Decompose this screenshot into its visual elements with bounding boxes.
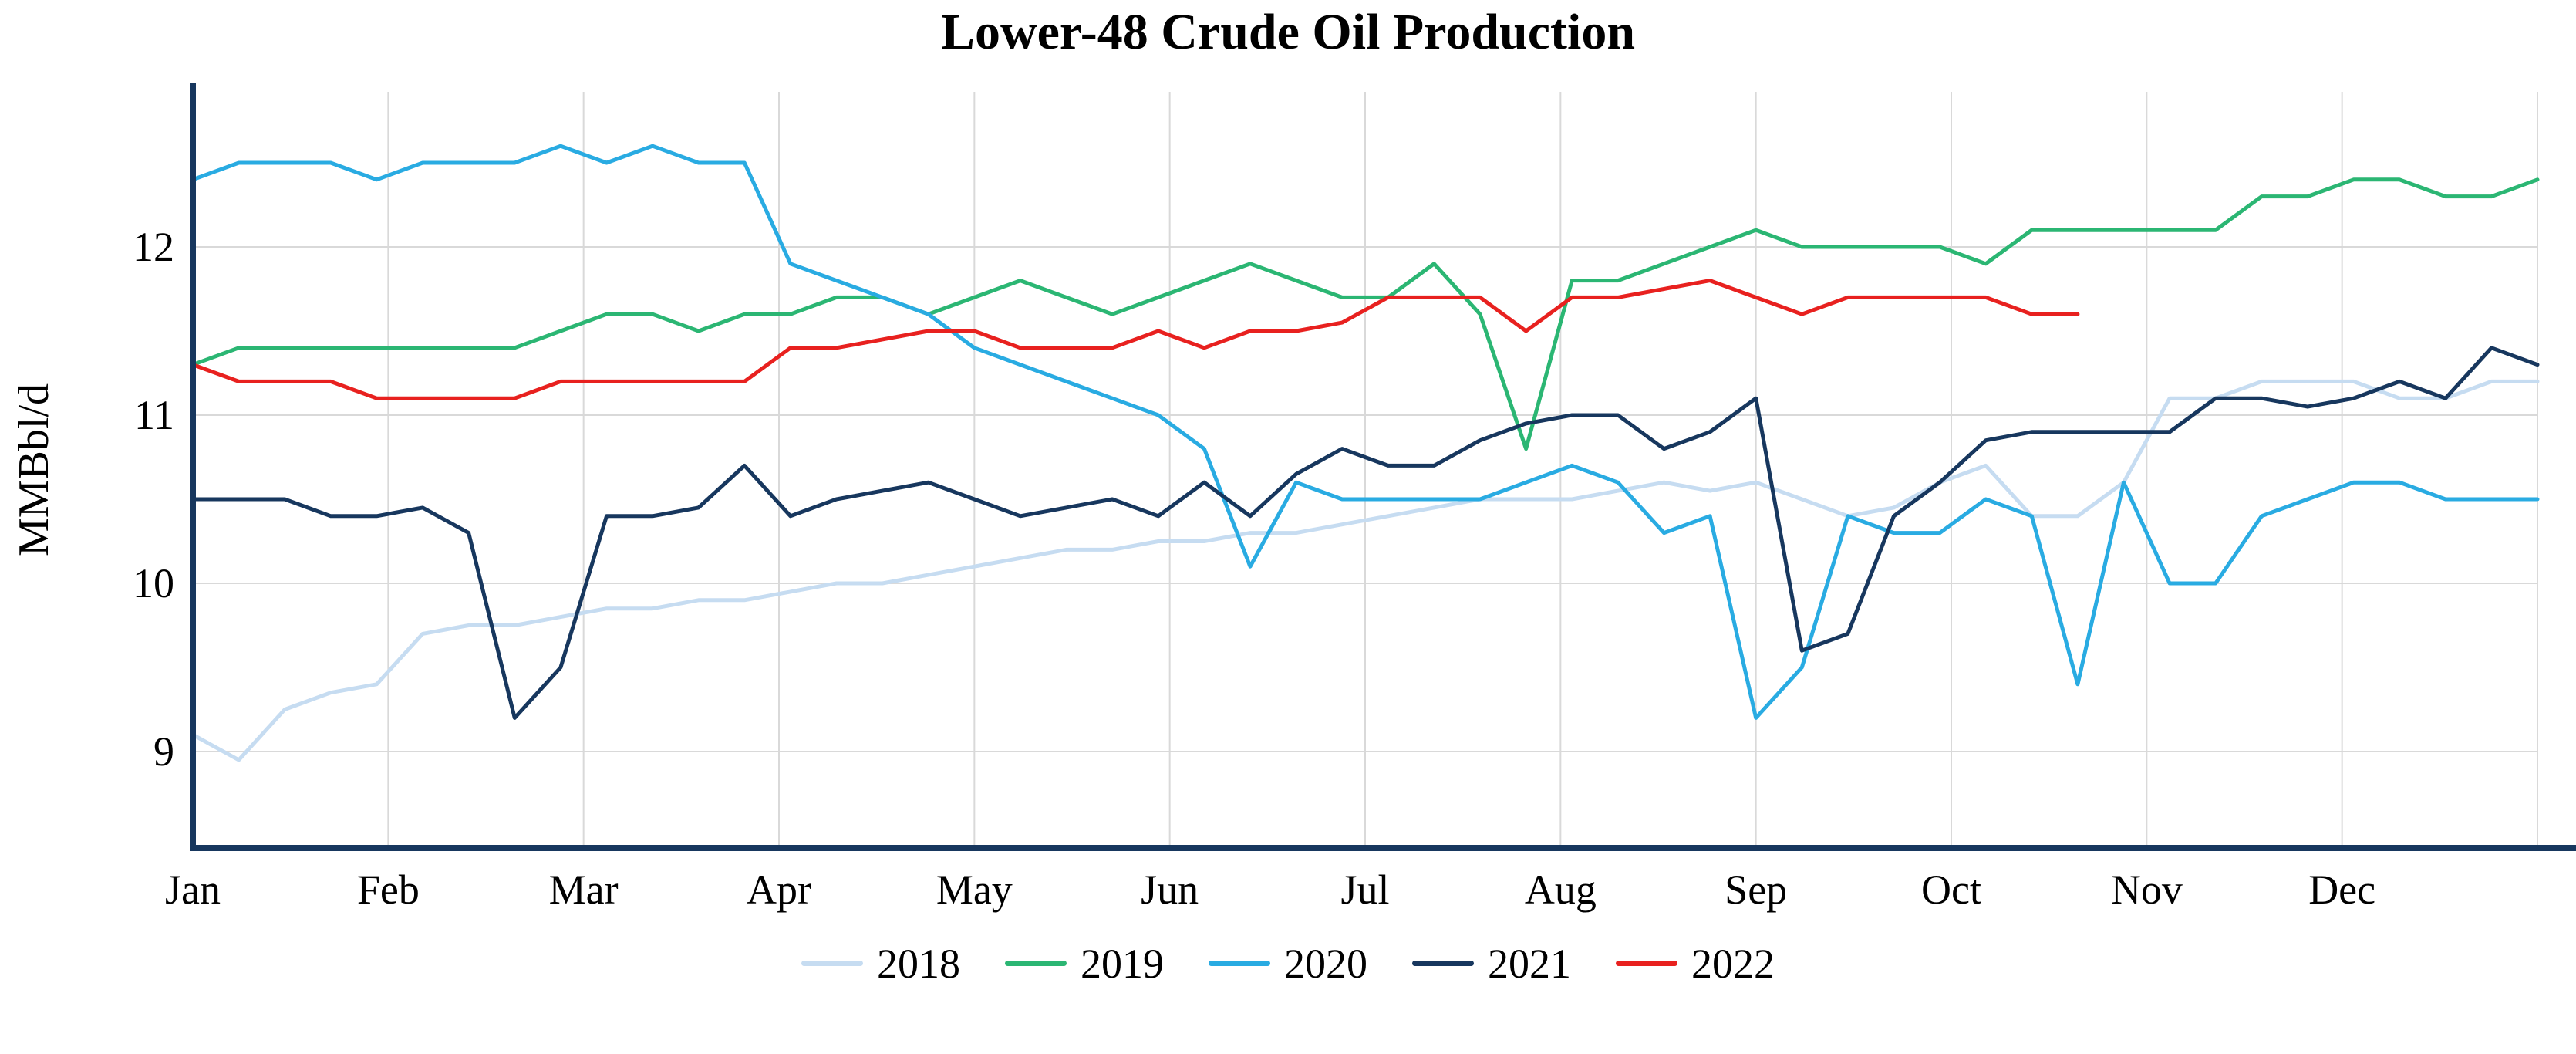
chart-area: MMBbl/d 9 10 11 12 Jan Feb Mar Apr May Jun Jul Aug S… (0, 69, 2576, 929)
x-tick-label: Feb (357, 867, 420, 913)
y-tick-label: 10 (133, 560, 174, 606)
legend-item-2022: 2022 (1616, 940, 1775, 988)
y-axis-label: MMBbl/d (10, 383, 58, 556)
line-chart: 9 10 11 12 Jan Feb Mar Apr May Jun Jul Aug Sep Oct Nov… (133, 82, 2576, 913)
x-tick-label: Jul (1340, 867, 1389, 913)
series-line-2019 (191, 177, 2540, 451)
x-tick-label: Aug (1525, 867, 1597, 913)
y-tick-label: 12 (133, 224, 174, 270)
legend-item-2019: 2019 (1005, 940, 1164, 988)
legend-swatch-2020 (1209, 961, 1270, 967)
chart-title: Lower-48 Crude Oil Production (940, 4, 1636, 60)
legend-swatch-2018 (801, 961, 863, 967)
series-line-2018 (191, 379, 2540, 762)
x-tick-label: Dec (2308, 867, 2375, 913)
x-tick-label: Oct (1921, 867, 1981, 913)
x-tick-label: May (936, 867, 1013, 913)
legend-item-2021: 2021 (1412, 940, 1571, 988)
legend-label-2021: 2021 (1488, 940, 1571, 987)
legend-swatch-2021 (1412, 961, 1474, 967)
series-line-2020 (191, 144, 2540, 720)
y-tick-label: 9 (153, 728, 174, 775)
x-tick-label: Apr (747, 867, 811, 913)
x-tick-label: Mar (549, 867, 619, 913)
legend-swatch-2022 (1616, 961, 1677, 967)
legend-label-2020: 2020 (1284, 940, 1367, 987)
legend-label-2022: 2022 (1691, 940, 1775, 987)
legend-item-2018: 2018 (801, 940, 960, 988)
x-tick-label: Nov (2111, 867, 2183, 913)
x-tick-label: Jun (1141, 867, 1199, 913)
legend-label-2018: 2018 (877, 940, 960, 987)
x-tick-label: Jan (165, 867, 221, 913)
series-line-2022 (191, 278, 2080, 400)
y-tick-label: 11 (134, 392, 174, 438)
legend-swatch-2019 (1005, 961, 1067, 967)
series-line-2021 (191, 345, 2540, 720)
x-tick-label: Sep (1725, 867, 1787, 913)
chart-legend: 2018 2019 2020 2021 2022 (0, 940, 2576, 988)
legend-item-2020: 2020 (1209, 940, 1367, 988)
legend-label-2019: 2019 (1081, 940, 1164, 987)
chart-page: Lower-48 Crude Oil Production MMBbl/d 9 1… (0, 4, 2576, 1054)
